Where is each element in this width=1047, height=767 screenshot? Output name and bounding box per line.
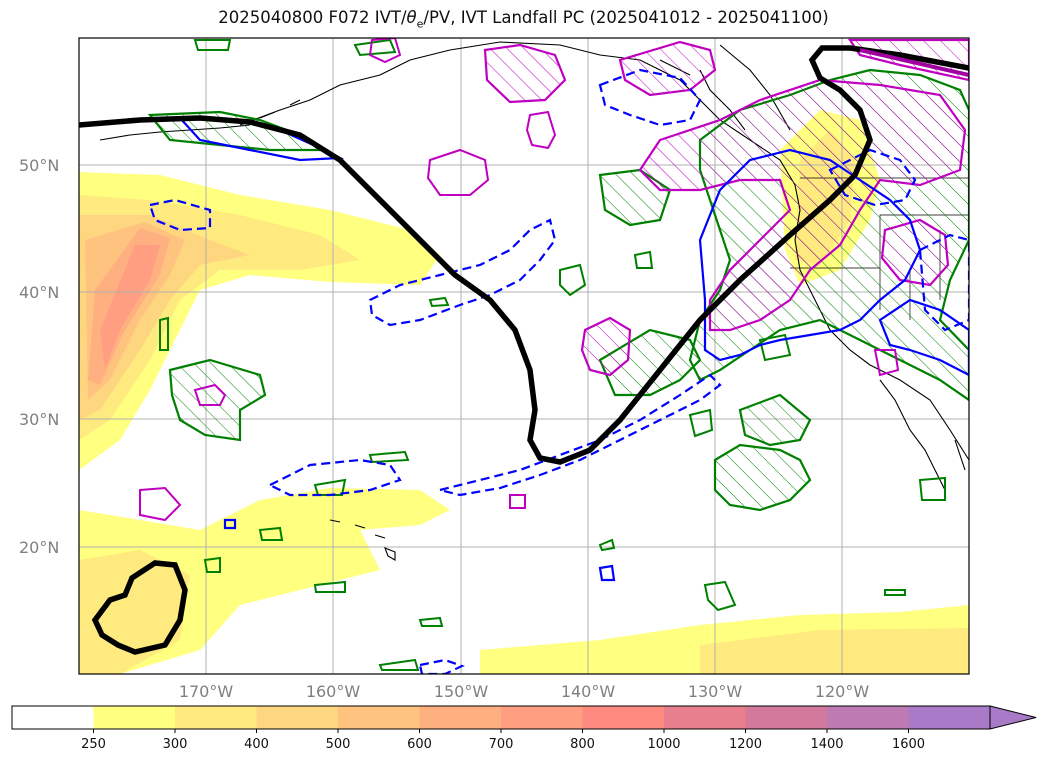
pv-contour-cloud bbox=[738, 393, 812, 447]
hawaii-islands bbox=[329, 519, 396, 561]
colorbar-tick-label: 400 bbox=[244, 737, 269, 752]
chart-title: 2025040800 F072 IVT/θe/PV, IVT Landfall … bbox=[0, 8, 1047, 30]
landfall-pc-contours bbox=[79, 45, 969, 655]
colorbar-segment bbox=[338, 706, 420, 729]
theta-e-dashed-mid bbox=[368, 218, 557, 327]
pv-contour-central bbox=[168, 358, 267, 442]
theta-e-dashed-coast bbox=[828, 148, 917, 207]
lat-label: 50°N bbox=[19, 156, 59, 175]
pv-contour-south bbox=[713, 443, 812, 512]
title-prefix: 2025040800 F072 IVT/ bbox=[218, 8, 407, 27]
colorbar-segment bbox=[745, 706, 828, 729]
lon-label: 150°W bbox=[434, 682, 489, 701]
colorbar-segment bbox=[93, 706, 176, 729]
theta-e-dashed-contours bbox=[148, 68, 969, 674]
colorbar-segment bbox=[664, 706, 746, 729]
pv-upper-arctic bbox=[618, 40, 717, 97]
colorbar-extend-arrow bbox=[989, 705, 1037, 730]
colorbar: 250 300 400 500 600 700 800 1000 1200 1400 1600 bbox=[11, 705, 1037, 752]
lat-label: 40°N bbox=[19, 283, 59, 302]
baja-coast bbox=[879, 379, 966, 491]
pv-small-contours bbox=[159, 38, 946, 671]
theta-e-solid-coast bbox=[698, 148, 922, 362]
map-frame bbox=[78, 37, 970, 675]
colorbar-tick-label: 600 bbox=[407, 737, 432, 752]
colorbar-tick-label: 1200 bbox=[729, 737, 762, 752]
title-theta-sub: e bbox=[416, 17, 424, 31]
theta-e-solid-se bbox=[878, 298, 969, 377]
lon-label: 160°W bbox=[306, 682, 361, 701]
colorbar-tick-label: 500 bbox=[326, 737, 351, 752]
colorbar-segment bbox=[175, 706, 257, 729]
theta-e-dashed-hawaii bbox=[267, 458, 402, 497]
ivt-shade-700-west bbox=[100, 245, 160, 370]
colorbar-segment bbox=[501, 706, 583, 729]
colorbar-segment bbox=[12, 706, 94, 729]
lon-labels: 170°W 160°W 150°W 140°W 130°W 120°W bbox=[179, 682, 870, 701]
lon-label: 140°W bbox=[561, 682, 616, 701]
landfall-pc-main bbox=[79, 45, 969, 465]
colorbar-tick-label: 250 bbox=[81, 737, 106, 752]
ivt-shading bbox=[79, 110, 969, 674]
theta-e-dashed-gulf bbox=[598, 68, 702, 127]
lon-label: 170°W bbox=[179, 682, 234, 701]
title-suffix: /PV, IVT Landfall PC (2025041012 - 20250… bbox=[423, 8, 829, 27]
colorbar-segment bbox=[827, 706, 909, 729]
lat-label: 30°N bbox=[19, 410, 59, 429]
lon-label: 120°W bbox=[815, 682, 870, 701]
colorbar-tick-label: 1000 bbox=[647, 737, 680, 752]
map-area bbox=[79, 38, 969, 674]
colorbar-tick-label: 1400 bbox=[810, 737, 843, 752]
colorbar-tick-label: 1600 bbox=[892, 737, 925, 752]
pv-upper-gulf bbox=[638, 78, 967, 332]
lat-labels: 50°N 40°N 30°N 20°N bbox=[19, 156, 59, 557]
colorbar-segment bbox=[419, 706, 502, 729]
pv-upper-offshore bbox=[580, 316, 632, 377]
theta-e-dashed-east bbox=[918, 233, 969, 332]
title-theta: θ bbox=[406, 8, 417, 27]
pv-upper-bering bbox=[483, 43, 567, 104]
colorbar-tick-label: 300 bbox=[163, 737, 188, 752]
colorbar-segment bbox=[908, 706, 991, 729]
colorbar-tick-label: 700 bbox=[489, 737, 514, 752]
lon-label: 130°W bbox=[688, 682, 743, 701]
theta-e-dashed-ar bbox=[439, 373, 722, 497]
landfall-pc-south bbox=[91, 560, 188, 655]
theta-e-dashed-south bbox=[418, 658, 465, 674]
colorbar-segment bbox=[256, 706, 339, 729]
pv-upper-inland bbox=[880, 218, 950, 287]
colorbar-tick-label: 800 bbox=[570, 737, 595, 752]
lat-label: 20°N bbox=[19, 538, 59, 557]
pv-upper-north-edge bbox=[859, 48, 969, 77]
ivt-shade-300-east bbox=[700, 628, 969, 674]
pv-upper-contours bbox=[483, 38, 969, 377]
colorbar-segment bbox=[582, 706, 665, 729]
